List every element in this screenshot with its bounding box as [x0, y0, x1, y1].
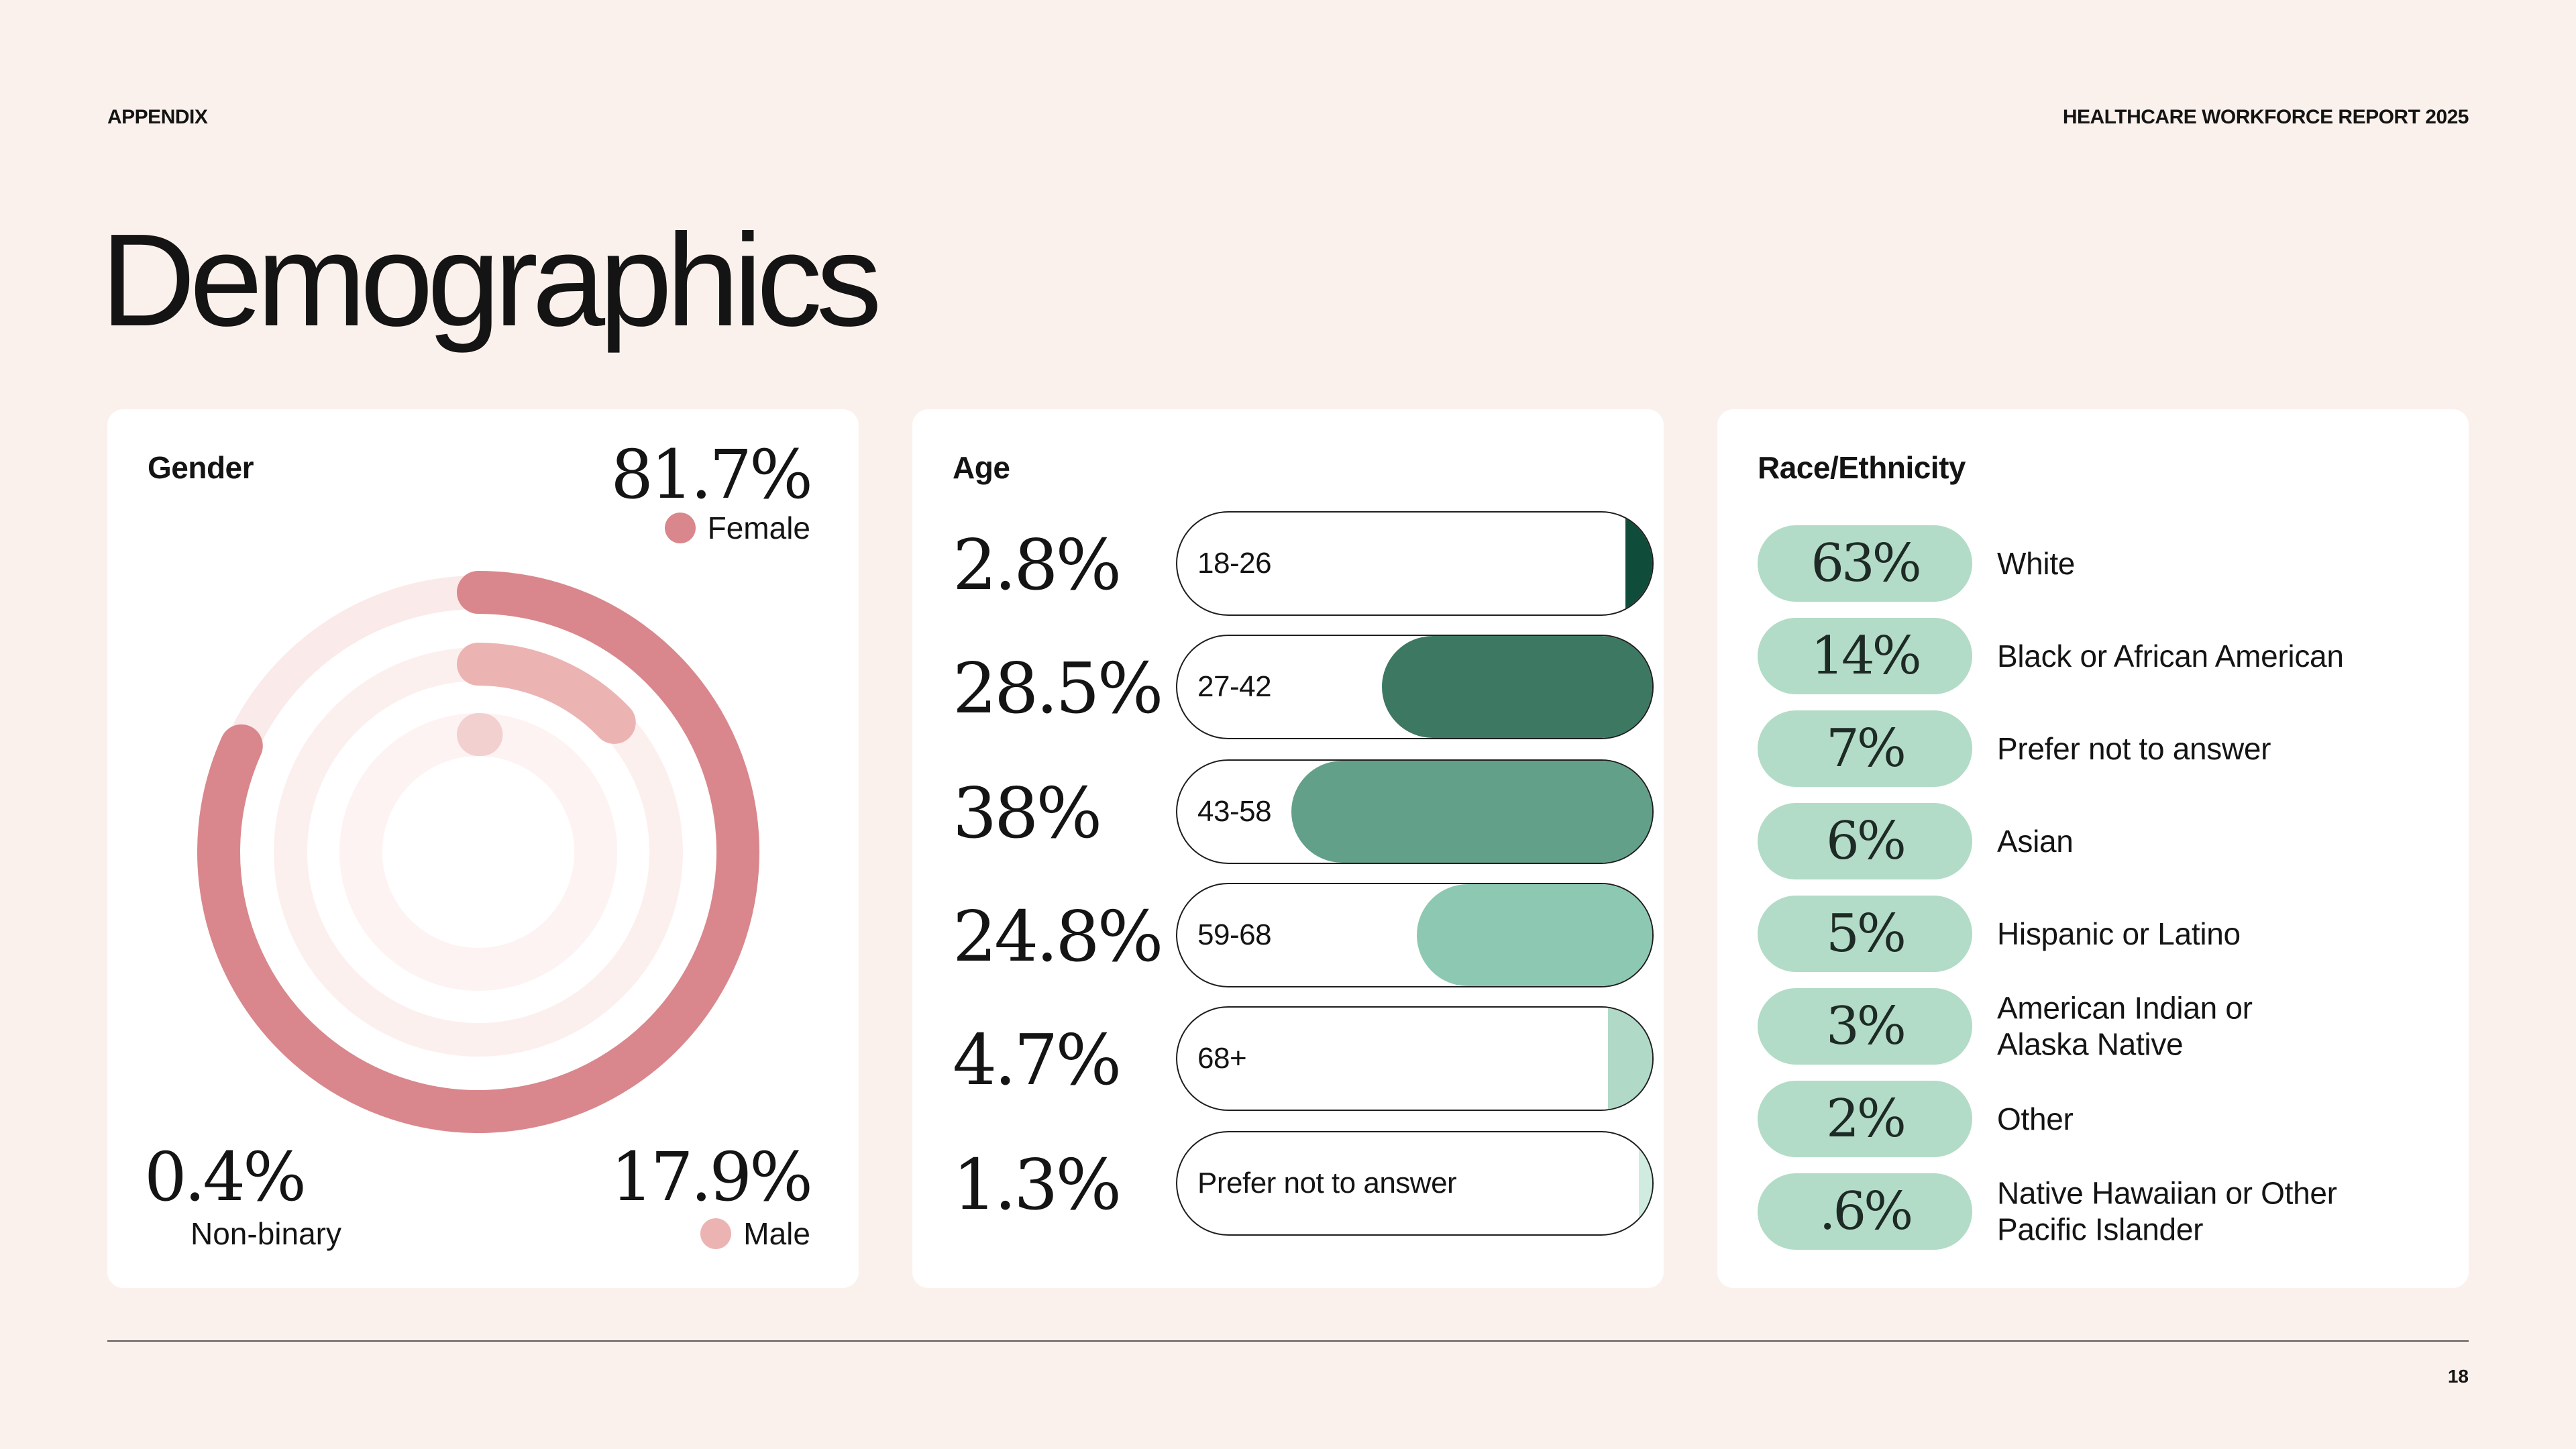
- age-pct: 24.8%: [953, 896, 1163, 977]
- age-pct: 4.7%: [953, 1019, 1122, 1101]
- gender-title: Gender: [148, 450, 254, 485]
- age-pct: 28.5%: [953, 647, 1163, 729]
- page-number: 18: [2447, 1366, 2469, 1387]
- nonbinary-pct: 0.4%: [144, 1138, 307, 1216]
- inner-track: [339, 713, 617, 991]
- age-row: 1.3% Prefer not to answer: [953, 1131, 1654, 1238]
- race-title: Race/Ethnicity: [1758, 450, 1966, 485]
- race-row: 7% Prefer not to answer: [1758, 710, 2442, 787]
- male-pct: 17.9%: [610, 1138, 813, 1216]
- male-swatch: [700, 1218, 732, 1249]
- age-pct: 2.8%: [953, 524, 1122, 606]
- age-pill: 43-58: [1176, 759, 1654, 864]
- race-pct: 63%: [1758, 525, 1972, 602]
- age-bar: [1607, 1008, 1652, 1110]
- race-label: White: [1997, 545, 2076, 581]
- age-label: 59-68: [1197, 918, 1272, 951]
- male-legend: Male: [700, 1216, 810, 1252]
- age-label: 43-58: [1197, 795, 1272, 828]
- female-swatch: [664, 513, 696, 543]
- race-pct: 7%: [1758, 710, 1972, 787]
- age-pill: 59-68: [1176, 883, 1654, 987]
- race-pct: 2%: [1758, 1081, 1972, 1157]
- age-row: 24.8% 59-68: [953, 883, 1654, 990]
- male-arc: [457, 643, 636, 744]
- male-label: Male: [743, 1216, 810, 1251]
- age-pill: 18-26: [1176, 511, 1654, 616]
- section-label: APPENDIX: [107, 106, 208, 128]
- age-row: 4.7% 68+: [953, 1006, 1654, 1114]
- race-row: 14% Black or African American: [1758, 618, 2442, 694]
- race-label: Asian: [1997, 823, 2074, 859]
- age-bar: [1417, 884, 1652, 986]
- race-row: 6% Asian: [1758, 803, 2442, 879]
- female-label: Female: [707, 511, 810, 545]
- race-row: 63% White: [1758, 525, 2442, 602]
- race-pct: .6%: [1758, 1173, 1972, 1250]
- age-row: 38% 43-58: [953, 759, 1654, 867]
- age-bar: [1639, 1132, 1652, 1234]
- race-label: Native Hawaiian or Other Pacific Islander: [1997, 1175, 2337, 1247]
- age-pill: Prefer not to answer: [1176, 1131, 1654, 1236]
- report-label: HEALTHCARE WORKFORCE REPORT 2025: [2062, 106, 2469, 128]
- race-label: Hispanic or Latino: [1997, 916, 2241, 951]
- race-pct: 14%: [1758, 618, 1972, 694]
- race-row: 3% American Indian or Alaska Native: [1758, 988, 2442, 1065]
- page-title: Demographics: [101, 207, 882, 354]
- race-label: Prefer not to answer: [1997, 731, 2271, 766]
- age-pill: 27-42: [1176, 635, 1654, 739]
- female-legend: Female: [664, 510, 810, 546]
- age-label: 27-42: [1197, 670, 1272, 703]
- race-pct: 5%: [1758, 896, 1972, 972]
- race-label: Black or African American: [1997, 638, 2344, 674]
- female-pct: 81.7%: [610, 435, 813, 514]
- age-pct: 38%: [953, 772, 1102, 854]
- nonbinary-label: Non-binary: [191, 1216, 341, 1251]
- age-pct: 1.3%: [953, 1144, 1122, 1226]
- race-card: Race/Ethnicity 63% White 14% Black or Afric…: [1717, 409, 2469, 1288]
- age-pill: 68+: [1176, 1006, 1654, 1111]
- age-label: 68+: [1197, 1042, 1247, 1075]
- race-pct: 6%: [1758, 803, 1972, 879]
- race-label: Other: [1997, 1101, 2074, 1136]
- age-bar: [1381, 636, 1652, 738]
- race-row: 5% Hispanic or Latino: [1758, 896, 2442, 972]
- gender-donut-chart: [197, 571, 759, 1133]
- nonbinary-legend: Non-binary: [191, 1216, 341, 1252]
- age-row: 2.8% 18-26: [953, 511, 1654, 619]
- female-arc: [197, 571, 759, 1133]
- race-row: .6% Native Hawaiian or Other Pacific Islan…: [1758, 1173, 2442, 1250]
- age-label: Prefer not to answer: [1197, 1167, 1457, 1199]
- race-pct: 3%: [1758, 988, 1972, 1065]
- age-title: Age: [953, 450, 1010, 485]
- age-bar: [1625, 513, 1652, 614]
- top-bar: APPENDIX HEALTHCARE WORKFORCE REPORT 202…: [107, 106, 2469, 129]
- footer-divider: [107, 1340, 2469, 1342]
- gender-card: Gender 81.7% Female 0.4% Non-binary 17.9…: [107, 409, 859, 1288]
- age-row: 28.5% 27-42: [953, 635, 1654, 742]
- age-card: Age 2.8% 18-26 28.5% 27-42 38% 43-58 24.8% 59-6…: [912, 409, 1664, 1288]
- race-row: 2% Other: [1758, 1081, 2442, 1157]
- age-label: 18-26: [1197, 547, 1272, 580]
- race-label: American Indian or Alaska Native: [1997, 990, 2253, 1062]
- age-bar: [1291, 761, 1652, 863]
